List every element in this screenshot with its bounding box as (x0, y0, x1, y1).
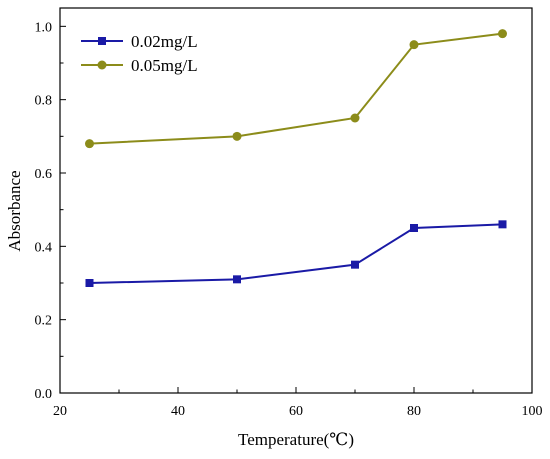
data-point (409, 40, 419, 50)
data-point (498, 220, 507, 229)
legend-label: 0.05mg/L (131, 56, 198, 75)
data-point (85, 139, 94, 149)
x-tick-label: 80 (407, 404, 421, 419)
x-axis-title: Temperature(℃) (238, 430, 354, 449)
legend: 0.02mg/L 0.05mg/L (81, 32, 198, 75)
data-point (85, 279, 94, 287)
x-tick-label: 60 (289, 404, 303, 419)
x-tick-label: 20 (53, 404, 67, 419)
x-tick-label: 100 (522, 404, 543, 419)
data-point (232, 131, 242, 141)
legend-marker (98, 37, 106, 45)
y-axis-title: Absorbance (5, 170, 24, 251)
y-tick-label: 0.4 (35, 240, 53, 255)
x-axis-ticks: 20 40 60 80 100 (53, 387, 543, 419)
y-axis-ticks: 0.0 0.2 0.4 0.6 0.8 1.0 (35, 20, 66, 402)
legend-marker (97, 60, 107, 70)
series-layer (85, 29, 507, 287)
legend-label: 0.02mg/L (131, 32, 198, 51)
y-tick-label: 0.2 (35, 314, 53, 329)
data-point (350, 113, 360, 123)
data-point (498, 29, 507, 39)
x-tick-label: 40 (171, 404, 185, 419)
series-line (89, 223, 503, 284)
y-tick-label: 0.6 (35, 167, 53, 182)
data-point (410, 224, 418, 232)
data-point (233, 275, 241, 284)
y-tick-label: 0.0 (35, 387, 53, 402)
y-tick-label: 0.8 (35, 94, 53, 109)
data-point (351, 260, 359, 269)
y-tick-label: 1.0 (35, 20, 53, 35)
